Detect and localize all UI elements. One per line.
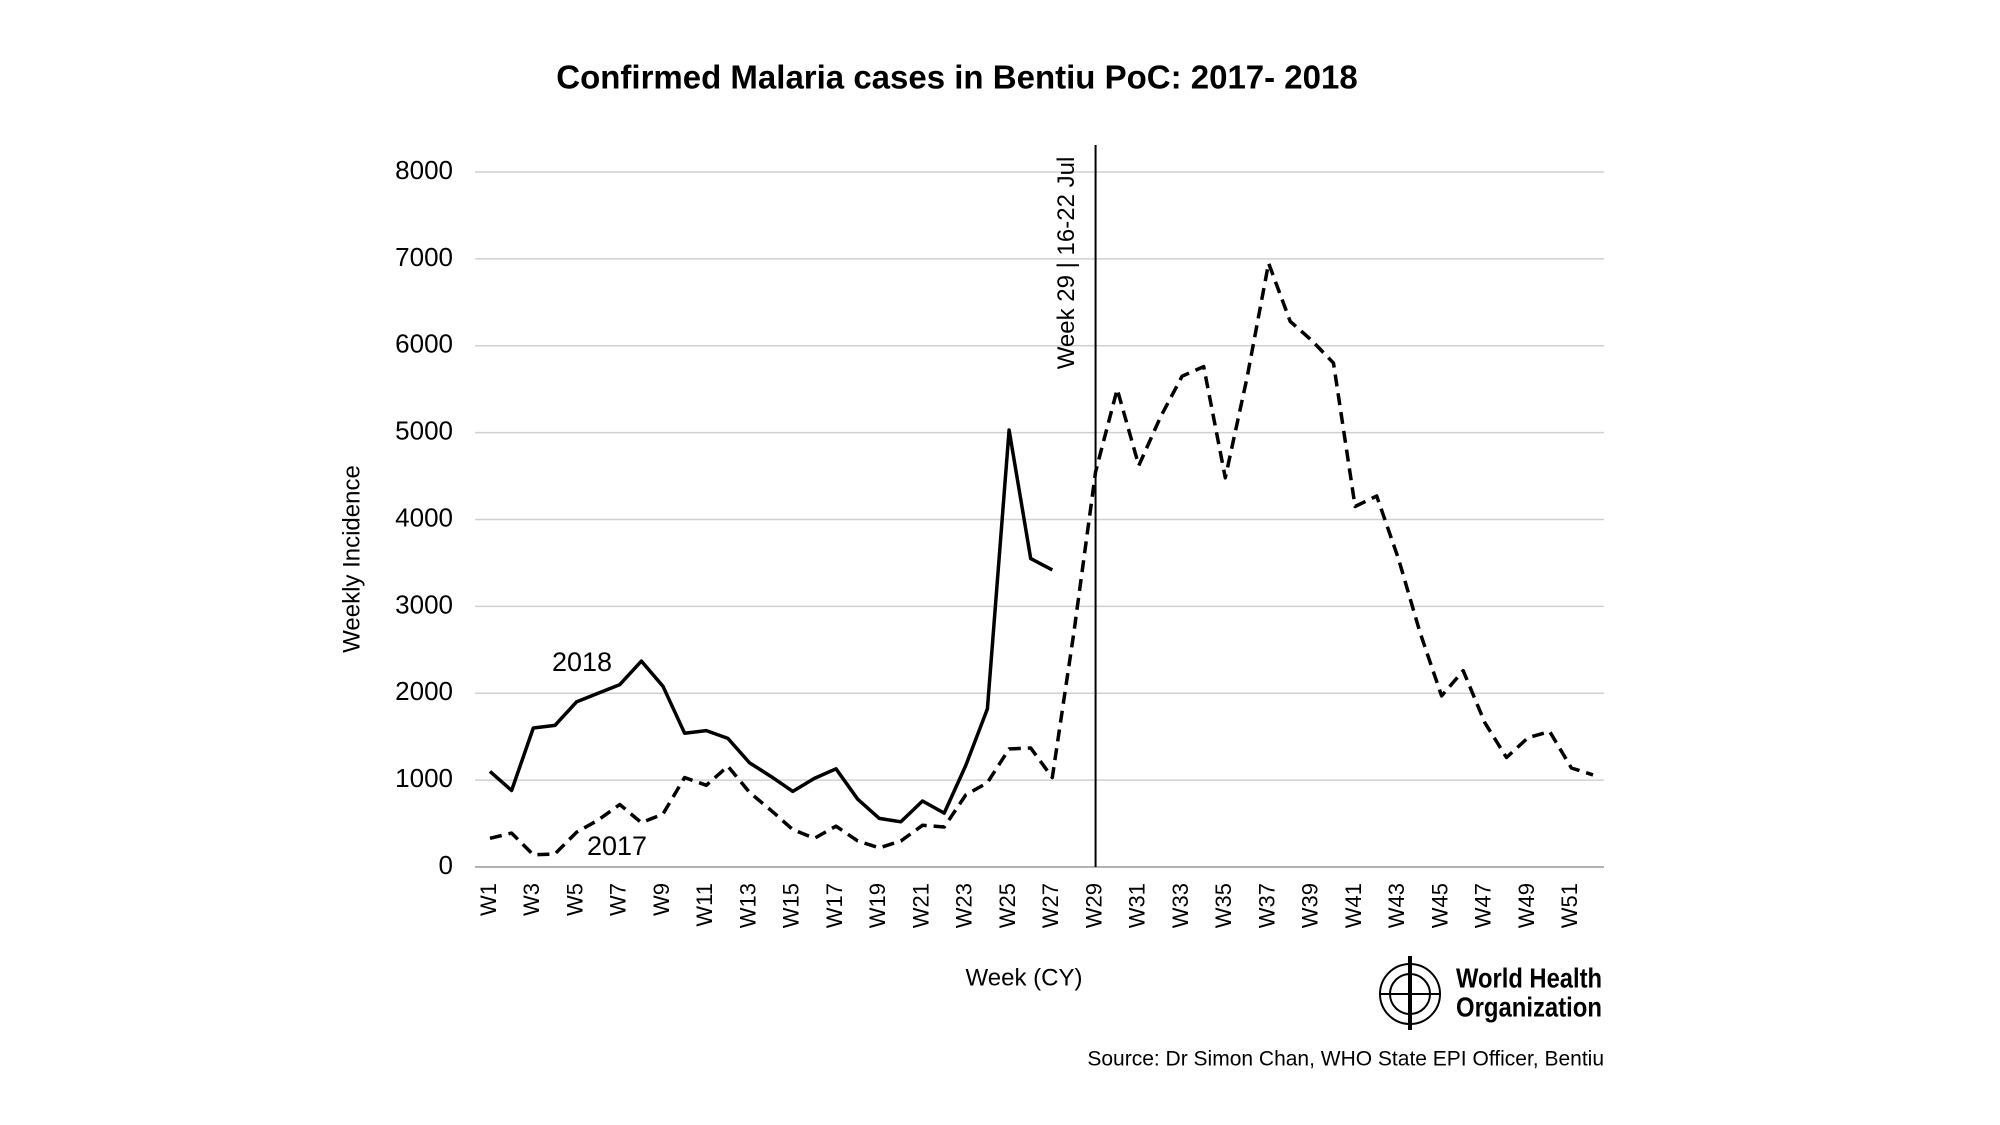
x-tick-label: W7 bbox=[606, 883, 631, 916]
x-tick-label: W5 bbox=[562, 883, 587, 916]
x-tick-label: W17 bbox=[822, 883, 847, 928]
x-tick-label: W37 bbox=[1254, 883, 1279, 928]
y-tick-label: 6000 bbox=[395, 329, 453, 359]
x-tick-label: W23 bbox=[952, 883, 977, 928]
x-tick-label: W33 bbox=[1168, 883, 1193, 928]
x-axis-label: Week (CY) bbox=[966, 964, 1083, 991]
x-tick-label: W29 bbox=[1081, 883, 1106, 928]
x-tick-label: W39 bbox=[1298, 883, 1323, 928]
x-tick-label: W19 bbox=[865, 883, 890, 928]
who-logo bbox=[1379, 956, 1441, 1030]
x-tick-label: W13 bbox=[735, 883, 760, 928]
x-tick-label: W49 bbox=[1514, 883, 1539, 928]
x-tick-label: W3 bbox=[519, 883, 544, 916]
x-tick-label: W11 bbox=[692, 883, 717, 927]
x-tick-label: W43 bbox=[1384, 883, 1409, 928]
series-line bbox=[488, 428, 1054, 824]
x-tick-label: W51 bbox=[1557, 883, 1582, 928]
y-tick-label: 7000 bbox=[395, 242, 453, 272]
logo-text: World Health bbox=[1456, 962, 1602, 993]
x-tick-label: W21 bbox=[908, 883, 933, 928]
week-marker-label: Week 29 | 16-22 Jul bbox=[1053, 157, 1080, 370]
y-tick-label: 1000 bbox=[395, 763, 453, 793]
series-line bbox=[489, 261, 1594, 857]
y-tick-label: 0 bbox=[439, 850, 453, 880]
x-tick-label: W9 bbox=[649, 883, 674, 916]
x-tick-label: W27 bbox=[1038, 883, 1063, 928]
chart-title: Confirmed Malaria cases in Bentiu PoC: 2… bbox=[556, 59, 1357, 96]
source-note: Source: Dr Simon Chan, WHO State EPI Off… bbox=[1087, 1048, 1604, 1071]
x-tick-label: W47 bbox=[1471, 883, 1496, 928]
x-tick-label: W35 bbox=[1211, 883, 1236, 928]
x-tick-label: W15 bbox=[779, 883, 804, 928]
y-tick-label: 4000 bbox=[395, 502, 453, 532]
x-tick-label: W45 bbox=[1427, 883, 1452, 928]
series-label: 2017 bbox=[587, 831, 647, 861]
x-tick-label: W31 bbox=[1125, 883, 1150, 928]
x-tick-label: W1 bbox=[476, 883, 501, 916]
y-tick-label: 2000 bbox=[395, 676, 453, 706]
series-label: 2018 bbox=[552, 647, 612, 677]
y-axis-label: Weekly Incidence bbox=[338, 465, 365, 653]
x-tick-label: W41 bbox=[1341, 883, 1366, 928]
logo-text: Organization bbox=[1456, 991, 1602, 1022]
y-tick-label: 3000 bbox=[395, 589, 453, 619]
y-tick-label: 8000 bbox=[395, 155, 453, 185]
y-tick-label: 5000 bbox=[395, 416, 453, 446]
x-tick-label: W25 bbox=[995, 883, 1020, 928]
